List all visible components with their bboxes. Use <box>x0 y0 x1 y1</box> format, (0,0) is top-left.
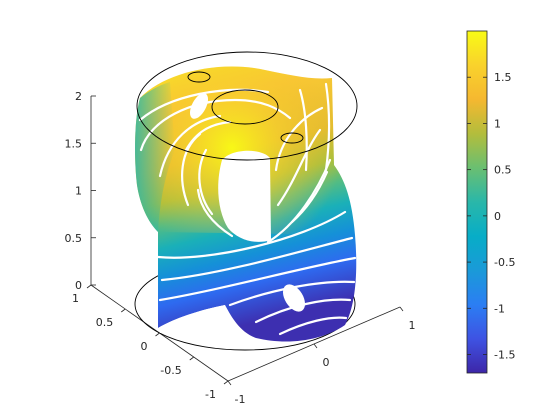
y-tick-label: 1 <box>72 292 79 305</box>
x-tick-labels: -1 0 1 <box>227 306 416 406</box>
reference-circle-top <box>136 51 358 161</box>
z-tick-label: 2 <box>75 90 82 103</box>
z-tick-label: 1 <box>75 185 82 198</box>
contour-line <box>228 280 356 307</box>
z-tick-labels: 0 0.5 1 1.5 2 <box>65 90 96 292</box>
z-tick-label: 1.5 <box>65 137 83 150</box>
colorbar-tick-label: 0 <box>494 210 501 223</box>
y-tick-label: 0 <box>141 340 148 353</box>
y-tick-label: -0.5 <box>160 364 181 377</box>
y-tick-mark <box>121 308 126 313</box>
colorbar-tick-label: -0.5 <box>494 256 515 269</box>
colorbar-tick-label: 1.5 <box>494 71 512 84</box>
x-tick-mark <box>227 380 232 386</box>
surface-hole-center <box>218 150 271 242</box>
contour-line <box>158 256 357 302</box>
contour-line <box>160 236 354 282</box>
surface-gap-bottom <box>158 305 225 333</box>
x-tick-mark <box>399 306 404 312</box>
colorbar-tick-label: 0.5 <box>494 164 512 177</box>
y-tick-labels: -1 -0.5 0 0.5 1 <box>72 284 229 401</box>
y-tick-label: -1 <box>205 388 216 401</box>
x-tick-mark <box>313 343 318 349</box>
contour-line <box>181 132 202 207</box>
colorbar: -1.5 -1 -0.5 0 0.5 1 1.5 <box>466 30 515 374</box>
colorbar-tick-label: -1 <box>494 302 505 315</box>
colorbar-tick-label: 1 <box>494 117 501 130</box>
contour-line <box>158 114 222 178</box>
contour-lines <box>138 82 357 336</box>
contour-line <box>254 298 352 324</box>
contour-line <box>276 128 322 207</box>
contour-line <box>196 188 234 238</box>
y-tick-mark <box>223 380 229 385</box>
y-tick-mark <box>189 356 194 361</box>
contour-line <box>156 210 347 259</box>
y-tick-label: 0.5 <box>96 316 114 329</box>
x-tick-label: 0 <box>323 356 330 369</box>
reference-circle-top-group <box>136 51 358 161</box>
ring-small-right <box>280 132 304 144</box>
colorbar-gradient <box>466 30 488 374</box>
ring-center <box>211 89 279 125</box>
surface-hole-upper <box>189 93 209 119</box>
contour-line <box>278 316 348 336</box>
z-tick-label: 0.5 <box>65 232 83 245</box>
colorbar-tick-label: -1.5 <box>494 349 515 362</box>
contour-line <box>139 98 292 152</box>
contour-line <box>274 106 324 172</box>
ring-small-left <box>187 71 211 83</box>
y-tick-mark <box>86 284 92 289</box>
contour-line <box>298 88 308 172</box>
y-tick-mark <box>155 332 160 337</box>
contour-line <box>290 170 329 224</box>
surface-hot-region <box>135 66 355 236</box>
x-tick-label: -1 <box>235 393 246 406</box>
colorbar-ticks: -1.5 -1 -0.5 0 0.5 1 1.5 <box>467 71 515 362</box>
z-tick-label: 0 <box>75 279 82 292</box>
surface <box>135 66 357 342</box>
contour-line <box>324 82 331 172</box>
x-tick-label: 1 <box>409 319 416 332</box>
